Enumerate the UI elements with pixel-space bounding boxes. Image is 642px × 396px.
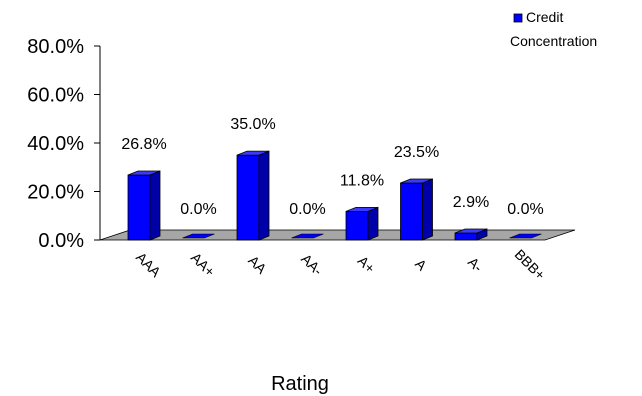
bar-front bbox=[400, 182, 423, 241]
category-labels: AAA AA+ AA AA- A+ A A- BBB+ bbox=[133, 246, 549, 283]
category-label: BBB+ bbox=[512, 246, 549, 283]
bar-AA+ bbox=[182, 233, 215, 239]
bar-zero bbox=[509, 233, 542, 239]
data-label: 23.5% bbox=[394, 144, 439, 161]
data-label: 35.0% bbox=[230, 116, 275, 133]
bar-A- bbox=[454, 228, 488, 241]
data-label: 11.8% bbox=[340, 172, 384, 189]
legend-swatch bbox=[513, 13, 523, 23]
bar-front bbox=[454, 232, 478, 241]
bar-A bbox=[400, 178, 433, 241]
bar-top bbox=[400, 178, 433, 184]
data-label: 26.8% bbox=[121, 136, 166, 153]
y-tick-label: 60.0% bbox=[27, 85, 84, 107]
bar-side bbox=[367, 206, 379, 241]
bar-front bbox=[127, 174, 151, 241]
bar-AA bbox=[236, 150, 270, 241]
bar-side bbox=[258, 150, 270, 241]
bar-zero bbox=[182, 233, 215, 239]
y-tick-label: 80.0% bbox=[27, 36, 84, 58]
legend: Credit Concentration bbox=[510, 9, 597, 49]
bar-top bbox=[236, 150, 270, 156]
bar-zero bbox=[291, 233, 324, 239]
y-axis: 0.0% 20.0% 40.0% 60.0% 80.0% bbox=[27, 36, 101, 252]
bar-AAA bbox=[127, 170, 161, 241]
y-tick-label: 40.0% bbox=[27, 133, 84, 155]
bar-top bbox=[345, 206, 379, 212]
data-labels: 26.8% 0.0% 35.0% 0.0% 11.8% 23.5% 2.9% 0.0% bbox=[121, 116, 543, 218]
category-label: A bbox=[412, 256, 430, 274]
bar-A+ bbox=[345, 206, 379, 241]
category-label: AA bbox=[245, 252, 270, 277]
chart-floor bbox=[99, 229, 576, 241]
bar-side bbox=[149, 170, 161, 241]
y-tick-label: 0.0% bbox=[38, 230, 84, 252]
data-label: 0.0% bbox=[180, 201, 216, 218]
x-axis-title: Rating bbox=[271, 373, 329, 395]
bar-front bbox=[345, 210, 369, 241]
legend-label-line2: Concentration bbox=[510, 33, 597, 49]
data-label: 0.0% bbox=[289, 201, 325, 218]
category-label: AA- bbox=[298, 251, 326, 279]
bar-top bbox=[454, 228, 488, 234]
bar-AA- bbox=[291, 233, 324, 239]
category-label: A- bbox=[465, 254, 486, 275]
legend-label-line1: Credit bbox=[526, 9, 563, 25]
category-label: AA+ bbox=[188, 249, 218, 279]
category-label: A+ bbox=[355, 253, 379, 277]
category-label: AAA bbox=[133, 249, 165, 281]
floor-plane bbox=[99, 229, 576, 241]
y-tick-label: 20.0% bbox=[27, 182, 84, 204]
bar-side bbox=[422, 178, 433, 241]
data-label: 0.0% bbox=[507, 201, 543, 218]
bar-front bbox=[236, 154, 260, 241]
data-label: 2.9% bbox=[453, 194, 489, 211]
bars bbox=[127, 150, 542, 241]
bar-top bbox=[127, 170, 161, 176]
bar-BBB+ bbox=[509, 233, 542, 239]
